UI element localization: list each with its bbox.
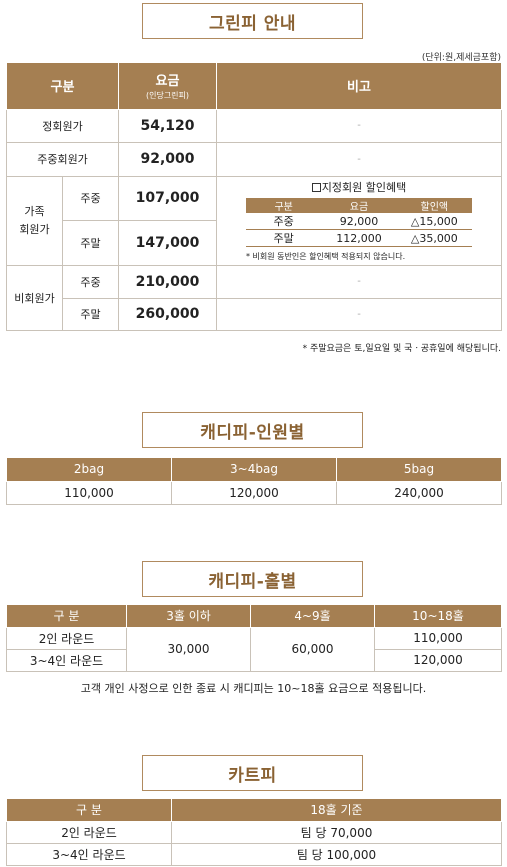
discount-title: 지정회원 할인혜택 — [246, 179, 472, 195]
non-member-weekday-fee: 210,000 — [118, 264, 218, 299]
round-3-4-label: 3~4인 라운드 — [6, 648, 127, 672]
caddie-person-value: 240,000 — [336, 480, 502, 505]
regular-member-label: 정회원가 — [5, 108, 120, 143]
discount-header: 구분 — [246, 198, 322, 213]
weekday-member-label: 주중회원가 — [5, 141, 120, 177]
caddie-person-value: 110,000 — [6, 480, 172, 505]
caddie-person-header: 3~4bag — [171, 458, 337, 482]
discount-cell: △35,000 — [396, 229, 473, 247]
round-2-label: 2인 라운드 — [6, 626, 127, 650]
unit-note: (단위:원,제세금포함) — [421, 53, 501, 63]
cart-title: 카트피 — [142, 755, 363, 791]
caddie-hole-header: 10~18홀 — [374, 605, 502, 628]
family-weekday-label: 주중 — [61, 175, 120, 221]
header-fee: 요금 (인당그린피) — [118, 63, 218, 110]
discount-note: * 비회원 동반인은 할인혜택 적용되지 않습니다. — [246, 252, 406, 261]
discount-cell: △15,000 — [396, 213, 473, 230]
greenfee-title: 그린피 안내 — [142, 3, 363, 39]
discount-cell: 주말 — [246, 229, 322, 247]
discount-table: 구분 요금 할인액 주중 92,000 △15,000 주말 112,000 △… — [246, 198, 473, 247]
family-weekend-fee: 147,000 — [118, 219, 218, 266]
header-remark: 비고 — [216, 63, 503, 110]
caddie-person-header: 2bag — [6, 458, 172, 482]
regular-member-remark: - — [216, 108, 503, 143]
checkbox-icon — [311, 183, 321, 192]
cart-table: 구 분 18홀 기준 2인 라운드 팀 당 70,000 3~4인 라운드 팀 … — [6, 799, 502, 866]
cart-row-label: 2인 라운드 — [6, 820, 172, 844]
non-member-weekend-label: 주말 — [61, 297, 120, 331]
discount-box: 지정회원 할인혜택 구분 요금 할인액 주중 92,000 △15,000 주말 — [216, 175, 503, 266]
caddie-hole-table: 구 분 3홀 이하 4~9홀 10~18홀 2인 라운드 30,000 60,0… — [6, 605, 502, 672]
non-member-weekday-remark: - — [216, 264, 503, 299]
non-member-weekday-label: 주중 — [61, 264, 120, 299]
caddie-hole-title: 캐디피-홀별 — [142, 561, 363, 597]
caddie-hole-header: 구 분 — [6, 605, 127, 628]
caddie-person-table: 2bag 3~4bag 5bag 110,000 120,000 240,000 — [6, 458, 502, 505]
cart-row-label: 3~4인 라운드 — [6, 842, 172, 866]
weekday-member-remark: - — [216, 141, 503, 177]
caddie-person-title: 캐디피-인원별 — [142, 412, 363, 448]
family-member-label: 가족 회원가 — [6, 175, 63, 266]
caddie-person-header: 5bag — [336, 458, 502, 482]
greenfee-table: 구분 요금 (인당그린피) 비고 정회원가 54,120 - 주중회원가 92,0… — [5, 63, 503, 331]
cart-header: 구 분 — [6, 799, 172, 822]
non-member-weekend-remark: - — [216, 297, 503, 331]
weekday-member-fee: 92,000 — [118, 141, 218, 177]
discount-cell: 주중 — [246, 213, 322, 230]
caddie-hole-header: 3홀 이하 — [126, 605, 251, 628]
discount-cell: 112,000 — [321, 229, 397, 247]
discount-header: 할인액 — [396, 198, 473, 213]
under-3-holes-fee: 30,000 — [126, 626, 251, 672]
discount-cell: 92,000 — [321, 213, 397, 230]
10-18-holes-fee-3-4: 120,000 — [374, 648, 502, 672]
4-9-holes-fee: 60,000 — [250, 626, 375, 672]
header-category: 구분 — [5, 63, 120, 110]
weekend-note: * 주말요금은 토,일요일 및 국ㆍ공휴일에 해당됩니다. — [302, 344, 501, 354]
discount-header: 요금 — [321, 198, 397, 213]
caddie-person-value: 120,000 — [171, 480, 337, 505]
caddie-hole-header: 4~9홀 — [250, 605, 375, 628]
regular-member-fee: 54,120 — [118, 108, 218, 143]
non-member-weekend-fee: 260,000 — [118, 297, 218, 331]
non-member-label: 비회원가 — [6, 264, 63, 331]
cart-row-fee: 팀 당 70,000 — [171, 820, 502, 844]
10-18-holes-fee-2: 110,000 — [374, 626, 502, 650]
family-weekend-label: 주말 — [61, 219, 120, 266]
cart-row-fee: 팀 당 100,000 — [171, 842, 502, 866]
cart-header: 18홀 기준 — [171, 799, 502, 822]
family-weekday-fee: 107,000 — [118, 175, 218, 221]
caddie-hole-note: 고객 개인 사정으로 인한 종료 시 캐디피는 10~18홀 요금으로 적용됩니… — [80, 682, 427, 695]
